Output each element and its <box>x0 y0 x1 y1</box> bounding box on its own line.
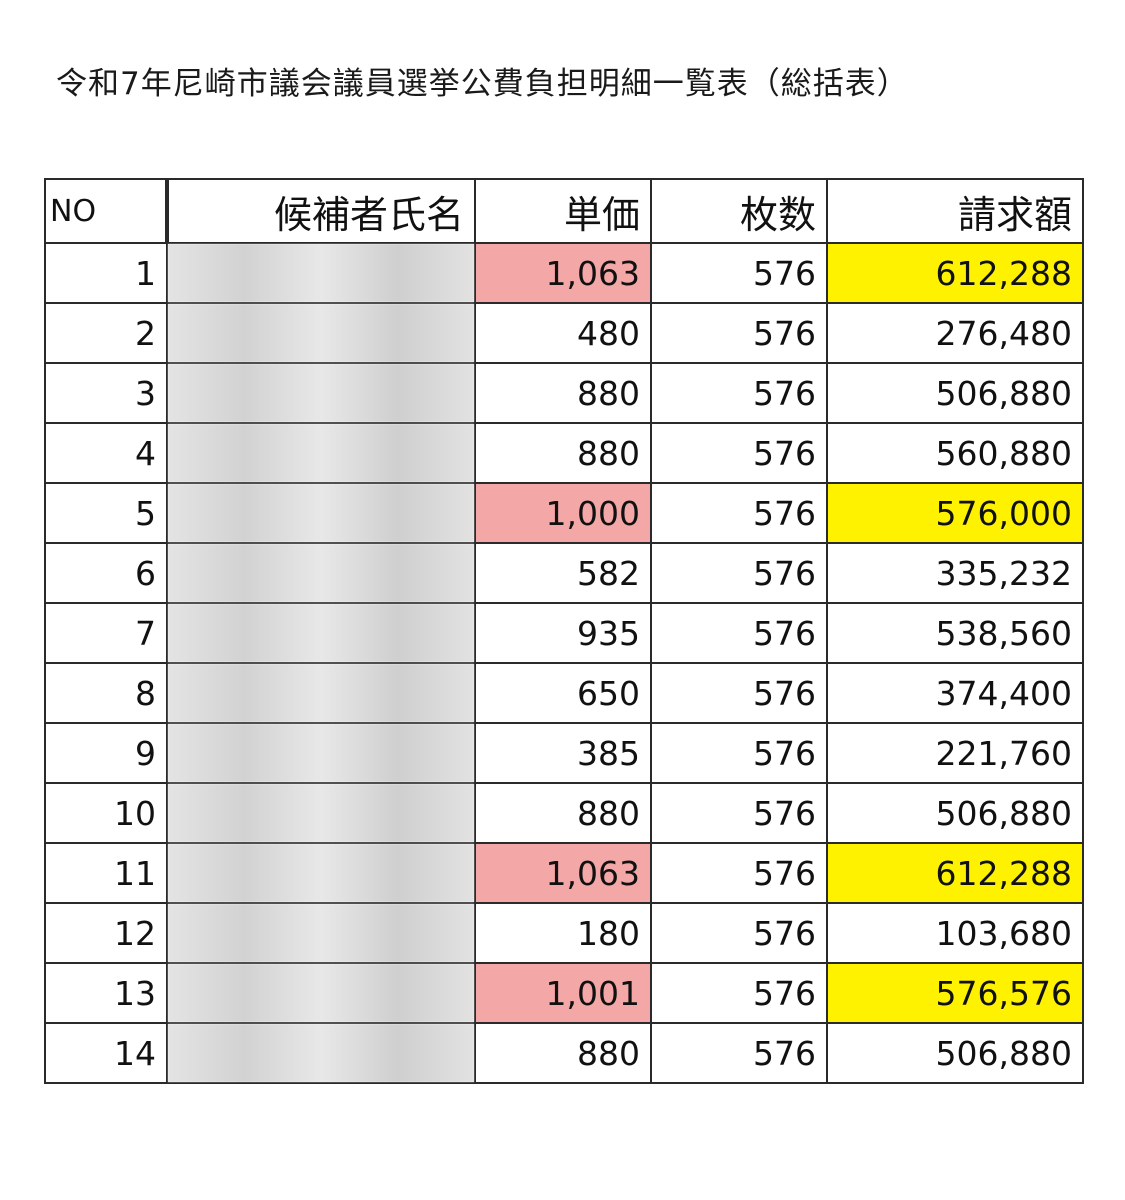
cell-candidate-name-redacted <box>166 482 476 544</box>
cell-quantity: 576 <box>650 842 828 904</box>
cell-candidate-name-redacted <box>166 542 476 604</box>
cell-amount: 506,880 <box>826 1022 1084 1084</box>
cell-unit-price: 180 <box>474 902 652 964</box>
cell-unit-price: 1,001 <box>474 962 652 1024</box>
cell-amount: 335,232 <box>826 542 1084 604</box>
cell-quantity: 576 <box>650 782 828 844</box>
cell-quantity: 576 <box>650 1022 828 1084</box>
cell-candidate-name-redacted <box>166 242 476 304</box>
cell-no: 12 <box>44 902 168 964</box>
cell-no: 11 <box>44 842 168 904</box>
cell-candidate-name-redacted <box>166 1022 476 1084</box>
cell-no: 6 <box>44 542 168 604</box>
table-row: 6 582 576 335,232 <box>44 542 1084 604</box>
cell-no: 4 <box>44 422 168 484</box>
cell-amount: 506,880 <box>826 782 1084 844</box>
cell-amount: 576,000 <box>826 482 1084 544</box>
cell-unit-price: 880 <box>474 782 652 844</box>
cell-quantity: 576 <box>650 962 828 1024</box>
cell-no: 9 <box>44 722 168 784</box>
cell-unit-price: 880 <box>474 422 652 484</box>
cell-no: 7 <box>44 602 168 664</box>
cell-unit-price: 480 <box>474 302 652 364</box>
table-row: 10 880 576 506,880 <box>44 782 1084 844</box>
table-row: 3 880 576 506,880 <box>44 362 1084 424</box>
summary-table: NO 候補者氏名 単価 枚数 請求額 1 1,063 576 612,288 2 480 5… <box>44 178 1084 1084</box>
cell-no: 2 <box>44 302 168 364</box>
cell-unit-price: 650 <box>474 662 652 724</box>
table-row: 11 1,063 576 612,288 <box>44 842 1084 904</box>
table-row: 5 1,000 576 576,000 <box>44 482 1084 544</box>
cell-no: 13 <box>44 962 168 1024</box>
table-row: 7 935 576 538,560 <box>44 602 1084 664</box>
cell-candidate-name-redacted <box>166 302 476 364</box>
table-header-row: NO 候補者氏名 単価 枚数 請求額 <box>44 178 1084 244</box>
cell-amount: 103,680 <box>826 902 1084 964</box>
cell-unit-price: 1,000 <box>474 482 652 544</box>
table-row: 9 385 576 221,760 <box>44 722 1084 784</box>
header-no: NO <box>44 178 168 244</box>
cell-quantity: 576 <box>650 662 828 724</box>
cell-candidate-name-redacted <box>166 842 476 904</box>
cell-no: 10 <box>44 782 168 844</box>
cell-unit-price: 880 <box>474 1022 652 1084</box>
cell-amount: 560,880 <box>826 422 1084 484</box>
table-body: 1 1,063 576 612,288 2 480 576 276,480 3 880 576 506… <box>44 242 1084 1084</box>
cell-unit-price: 1,063 <box>474 842 652 904</box>
cell-candidate-name-redacted <box>166 602 476 664</box>
cell-amount: 612,288 <box>826 842 1084 904</box>
cell-quantity: 576 <box>650 602 828 664</box>
cell-unit-price: 1,063 <box>474 242 652 304</box>
cell-amount: 276,480 <box>826 302 1084 364</box>
cell-quantity: 576 <box>650 242 828 304</box>
cell-amount: 576,576 <box>826 962 1084 1024</box>
document-title: 令和7年尼崎市議会議員選挙公費負担明細一覧表（総括表） <box>56 66 909 102</box>
cell-amount: 612,288 <box>826 242 1084 304</box>
table-row: 1 1,063 576 612,288 <box>44 242 1084 304</box>
cell-quantity: 576 <box>650 422 828 484</box>
cell-no: 5 <box>44 482 168 544</box>
cell-candidate-name-redacted <box>166 962 476 1024</box>
cell-quantity: 576 <box>650 362 828 424</box>
cell-quantity: 576 <box>650 302 828 364</box>
cell-candidate-name-redacted <box>166 722 476 784</box>
cell-amount: 506,880 <box>826 362 1084 424</box>
header-quantity: 枚数 <box>650 178 828 244</box>
cell-quantity: 576 <box>650 902 828 964</box>
header-amount: 請求額 <box>826 178 1084 244</box>
cell-amount: 374,400 <box>826 662 1084 724</box>
cell-no: 8 <box>44 662 168 724</box>
cell-amount: 538,560 <box>826 602 1084 664</box>
table-row: 12 180 576 103,680 <box>44 902 1084 964</box>
cell-candidate-name-redacted <box>166 362 476 424</box>
cell-candidate-name-redacted <box>166 902 476 964</box>
cell-candidate-name-redacted <box>166 782 476 844</box>
table-row: 13 1,001 576 576,576 <box>44 962 1084 1024</box>
header-candidate-name: 候補者氏名 <box>165 178 476 244</box>
cell-unit-price: 880 <box>474 362 652 424</box>
cell-no: 1 <box>44 242 168 304</box>
cell-no: 3 <box>44 362 168 424</box>
cell-no: 14 <box>44 1022 168 1084</box>
cell-candidate-name-redacted <box>166 662 476 724</box>
cell-unit-price: 582 <box>474 542 652 604</box>
cell-quantity: 576 <box>650 722 828 784</box>
cell-quantity: 576 <box>650 482 828 544</box>
header-unit-price: 単価 <box>474 178 652 244</box>
cell-quantity: 576 <box>650 542 828 604</box>
cell-unit-price: 935 <box>474 602 652 664</box>
table-row: 8 650 576 374,400 <box>44 662 1084 724</box>
table-row: 4 880 576 560,880 <box>44 422 1084 484</box>
cell-candidate-name-redacted <box>166 422 476 484</box>
cell-amount: 221,760 <box>826 722 1084 784</box>
cell-unit-price: 385 <box>474 722 652 784</box>
table-row: 14 880 576 506,880 <box>44 1022 1084 1084</box>
table-row: 2 480 576 276,480 <box>44 302 1084 364</box>
